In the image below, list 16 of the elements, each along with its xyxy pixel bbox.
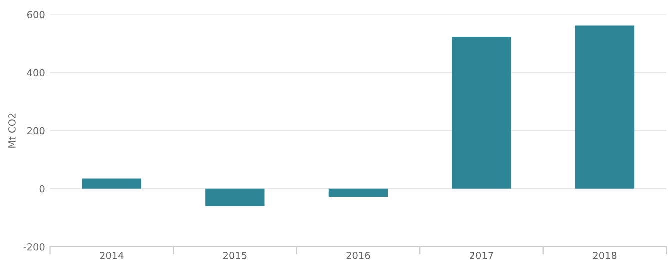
x-tick-label: 2018 [593,252,617,260]
x-tick-label: 2015 [224,252,247,260]
bar [82,178,142,189]
bar [452,37,512,189]
y-tick-label: 400 [27,69,45,77]
y-axis-title: Mt CO2 [8,114,16,148]
y-tick-label: 600 [28,11,45,19]
y-tick-label: 0 [40,185,45,193]
y-tick-label: 200 [28,127,45,135]
x-tick-label: 2014 [100,252,124,260]
bar [206,188,265,206]
x-tick-label: 2016 [346,252,370,260]
y-tick-label: -200 [24,243,45,251]
bar [575,26,635,189]
bar [328,188,388,198]
x-tick-label: 2017 [470,252,494,260]
